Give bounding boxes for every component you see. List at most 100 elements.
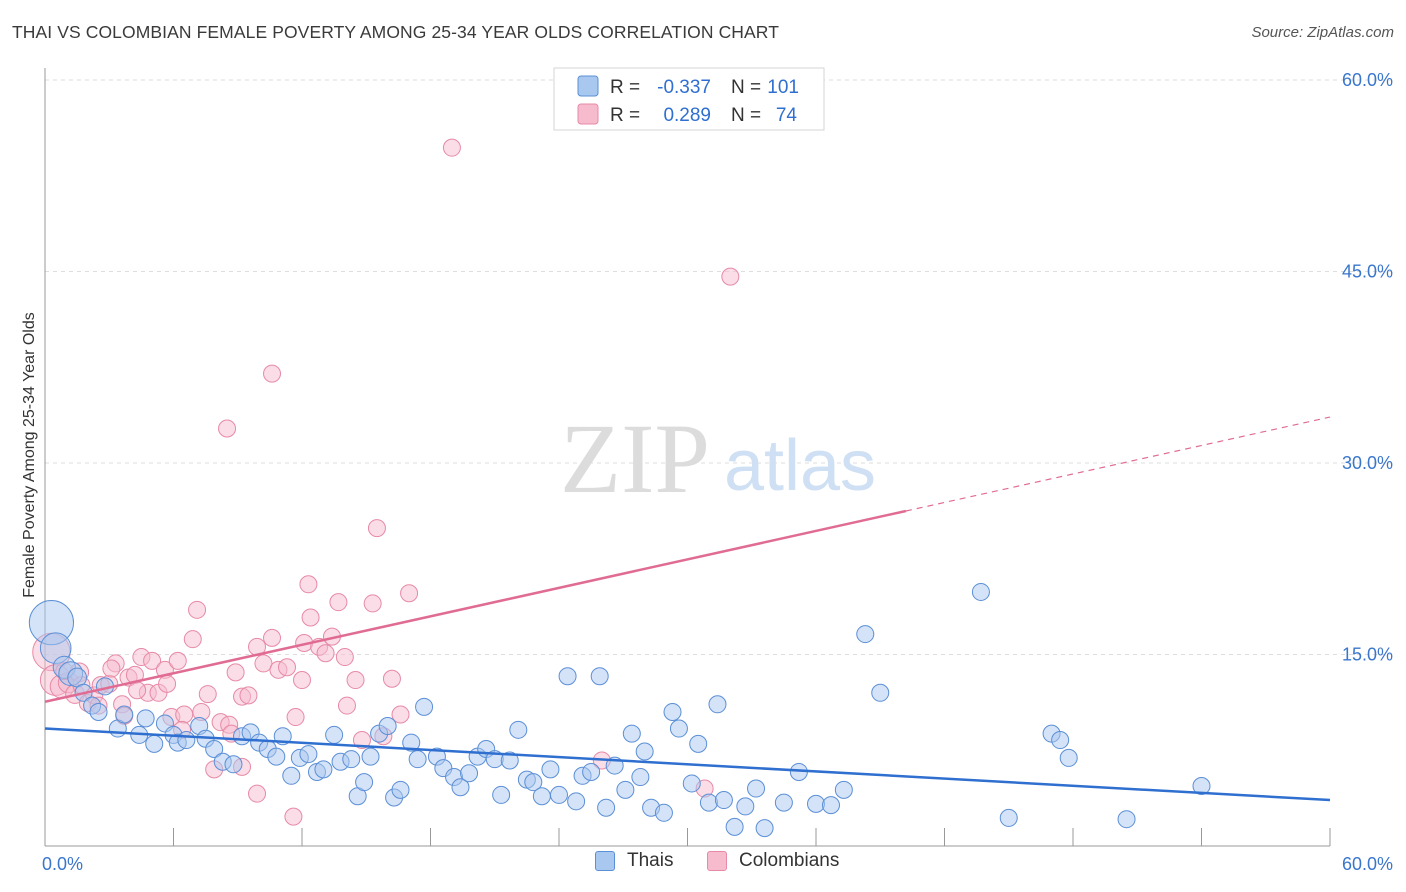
- thais-point: [871, 683, 890, 702]
- thais-point: [774, 793, 793, 812]
- legend-top-thai-n-value: 101: [767, 77, 799, 98]
- thais-point: [567, 792, 586, 811]
- thais-point: [582, 762, 601, 781]
- thais-point: [999, 808, 1018, 827]
- colombians-point: [248, 784, 267, 803]
- thais-point: [402, 733, 421, 752]
- thais-point: [682, 774, 701, 793]
- thais-point: [597, 798, 616, 817]
- chart-title: THAI VS COLOMBIAN FEMALE POVERTY AMONG 2…: [12, 22, 780, 42]
- thais-point: [282, 766, 301, 785]
- colombians-point: [188, 600, 207, 619]
- y-tick-label: 30.0%: [1342, 453, 1393, 473]
- colombians-point: [367, 519, 386, 538]
- colombians-point: [363, 594, 382, 613]
- thais-point: [355, 773, 374, 792]
- thais-point: [550, 785, 568, 804]
- thais-point: [267, 747, 286, 766]
- legend-item-thais: Thais: [595, 850, 673, 872]
- thais-point: [509, 720, 528, 739]
- colombians-point: [346, 671, 365, 690]
- gridlines: [45, 79, 1392, 655]
- colombians-point: [278, 658, 297, 677]
- thais-point: [115, 705, 134, 724]
- legend-top-thai-n-label: N =: [731, 77, 761, 98]
- thais-point: [492, 785, 511, 804]
- thais-point: [1117, 810, 1136, 829]
- thais-point: [314, 760, 333, 779]
- thais-point: [971, 582, 990, 601]
- thais-point: [408, 750, 427, 769]
- legend-top-thai-r-label: R =: [610, 77, 640, 98]
- thais-point: [325, 725, 344, 744]
- thais-point: [136, 709, 155, 728]
- y-tick-label: 15.0%: [1342, 645, 1393, 665]
- thais-trendline: [44, 727, 1331, 802]
- colombians-point: [316, 644, 335, 663]
- x-tick-labels: 0.0% 60.0%: [42, 854, 1393, 874]
- thais-point: [669, 719, 688, 738]
- axes: [44, 68, 1331, 847]
- colombians-point: [284, 807, 303, 826]
- legend-item-colombians: Colombians: [707, 850, 839, 872]
- colombians-point: [391, 705, 410, 724]
- colombians-point: [158, 674, 177, 693]
- colombians-point: [263, 628, 282, 647]
- thais-point: [635, 742, 654, 761]
- thais-point: [415, 697, 434, 716]
- legend-top-box: [553, 67, 825, 131]
- thais-point: [224, 755, 243, 774]
- colombians-point: [293, 671, 311, 690]
- thais-point: [689, 734, 708, 753]
- colombians-point: [143, 651, 162, 670]
- thais-point: [1059, 748, 1078, 767]
- thais-point: [378, 716, 397, 735]
- colombians-point: [382, 669, 401, 688]
- thais-point: [590, 667, 609, 686]
- thais-point: [699, 793, 718, 812]
- thais-point: [89, 702, 108, 721]
- colombians-point: [335, 648, 354, 667]
- colombians-point: [721, 267, 740, 286]
- watermark: ZIP atlas: [560, 403, 876, 514]
- legend-top-col-n-label: N =: [731, 105, 761, 126]
- colombians-point: [175, 705, 194, 724]
- colombians-point: [329, 593, 348, 612]
- colombians-point: [128, 681, 147, 700]
- colombians-point: [263, 364, 282, 383]
- thais-point: [725, 817, 744, 836]
- thais-point: [500, 751, 519, 770]
- thais-point: [622, 724, 641, 743]
- colombians-point: [198, 685, 217, 704]
- thais-point: [654, 803, 673, 822]
- colombians-point: [102, 659, 121, 678]
- thais-point: [391, 780, 410, 799]
- x-tick-label: 60.0%: [1342, 854, 1393, 874]
- thais-point: [145, 734, 164, 753]
- thais-point: [558, 667, 577, 686]
- colombians-point: [218, 419, 237, 438]
- legend-top-col-r-label: R =: [610, 105, 640, 126]
- legend-bottom: Thais Colombians: [0, 850, 1406, 880]
- trendlines: [44, 416, 1331, 802]
- thais-point: [361, 747, 380, 766]
- legend-top-swatch-thai: [577, 75, 599, 97]
- thais-point: [755, 819, 774, 838]
- thais-point: [1051, 731, 1070, 750]
- thais-point: [460, 764, 479, 783]
- thais-point: [631, 768, 650, 787]
- legend-top-swatch-col: [577, 103, 599, 125]
- thais-point: [736, 797, 755, 816]
- colombians-point: [299, 575, 318, 594]
- colombians-trendline-extension: [905, 416, 1331, 512]
- y-tick-label: 45.0%: [1342, 262, 1393, 282]
- colombians-point: [337, 696, 356, 715]
- y-tick-label: 60.0%: [1342, 70, 1393, 90]
- thais-point: [451, 778, 470, 797]
- colombians-point: [352, 731, 371, 750]
- colombians-point: [442, 138, 461, 157]
- colombians-point: [168, 651, 187, 670]
- thais-point: [663, 702, 682, 721]
- colombians-point: [301, 608, 320, 627]
